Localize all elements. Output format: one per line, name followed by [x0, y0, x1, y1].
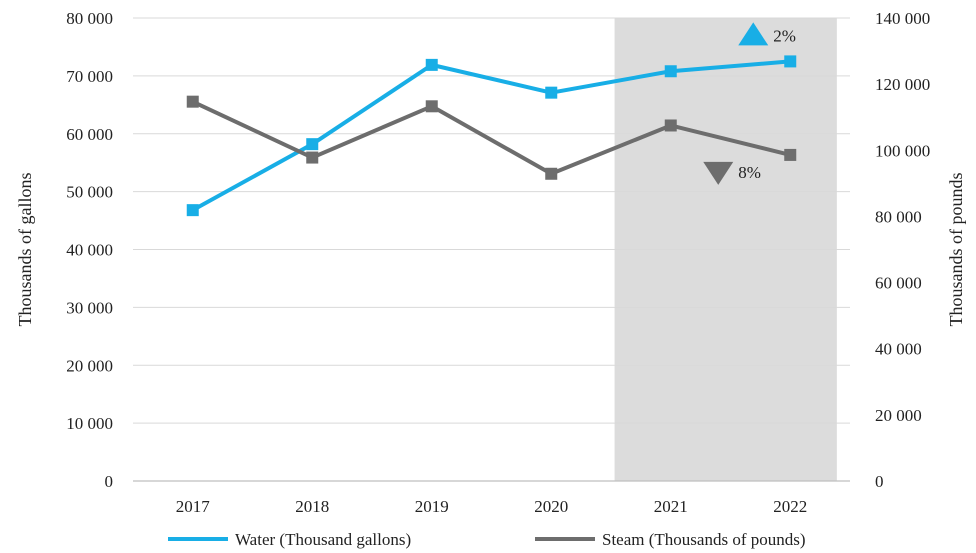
- y-left-tick-label: 40 000: [66, 241, 113, 260]
- change-triangle-down: [703, 161, 734, 185]
- legend-label-1: Steam (Thousands of pounds): [602, 530, 806, 549]
- y-left-tick-label: 70 000: [66, 67, 113, 86]
- data-point-1: [306, 151, 319, 164]
- series-line-1: [191, 99, 791, 176]
- gridlines: [133, 17, 850, 424]
- data-point-0: [664, 65, 677, 78]
- x-tick-label: 2017: [176, 497, 211, 516]
- y-right-tick-label: 80 000: [875, 207, 922, 226]
- data-point-0: [306, 138, 319, 151]
- y-right-tick-label: 100 000: [875, 141, 930, 160]
- y-left-tick-label: 0: [105, 472, 114, 491]
- y-left-axis-title: Thousands of gallons: [15, 173, 35, 327]
- x-tick-label: 2020: [534, 497, 568, 516]
- change-label: 2%: [773, 26, 796, 45]
- y-left-tick-label: 20 000: [66, 356, 113, 375]
- series-line-0: [191, 59, 791, 212]
- y-right-tick-label: 140 000: [875, 9, 930, 28]
- y-right-tick-label: 60 000: [875, 274, 922, 293]
- data-point-0: [784, 55, 797, 68]
- x-tick-label: 2021: [654, 497, 688, 516]
- data-point-1: [186, 95, 199, 108]
- y-left-tick-label: 30 000: [66, 298, 113, 317]
- y-right-tick-label: 20 000: [875, 406, 922, 425]
- y-right-tick-label: 40 000: [875, 340, 922, 359]
- x-tick-label: 2022: [773, 497, 807, 516]
- change-label: 8%: [738, 163, 761, 182]
- data-point-1: [425, 100, 438, 113]
- data-point-1: [545, 167, 558, 180]
- y-left-tick-label: 80 000: [66, 9, 113, 28]
- y-right-tick-label: 120 000: [875, 75, 930, 94]
- y-left-tick-label: 60 000: [66, 125, 113, 144]
- y-left-tick-label: 10 000: [66, 414, 113, 433]
- x-tick-label: 2018: [295, 497, 329, 516]
- annotations: 2% 8%: [703, 22, 796, 185]
- y-right-axis-title: Thousands of pounds: [946, 173, 966, 327]
- data-point-0: [425, 58, 438, 71]
- series-lines: [186, 55, 797, 217]
- change-triangle-up: [738, 22, 769, 46]
- y-left-tick-label: 50 000: [66, 183, 113, 202]
- axes: 0 10 000 20 000 30 000 40 000 50 000 60 000 70 …: [15, 9, 966, 516]
- data-point-1: [664, 119, 677, 132]
- x-tick-label: 2019: [415, 497, 449, 516]
- legend: Water (Thousand gallons) Steam (Thousands…: [168, 530, 806, 549]
- data-point-1: [784, 148, 797, 161]
- data-point-0: [545, 86, 558, 99]
- data-point-0: [186, 204, 199, 217]
- legend-label-0: Water (Thousand gallons): [235, 530, 411, 549]
- y-right-tick-label: 0: [875, 472, 884, 491]
